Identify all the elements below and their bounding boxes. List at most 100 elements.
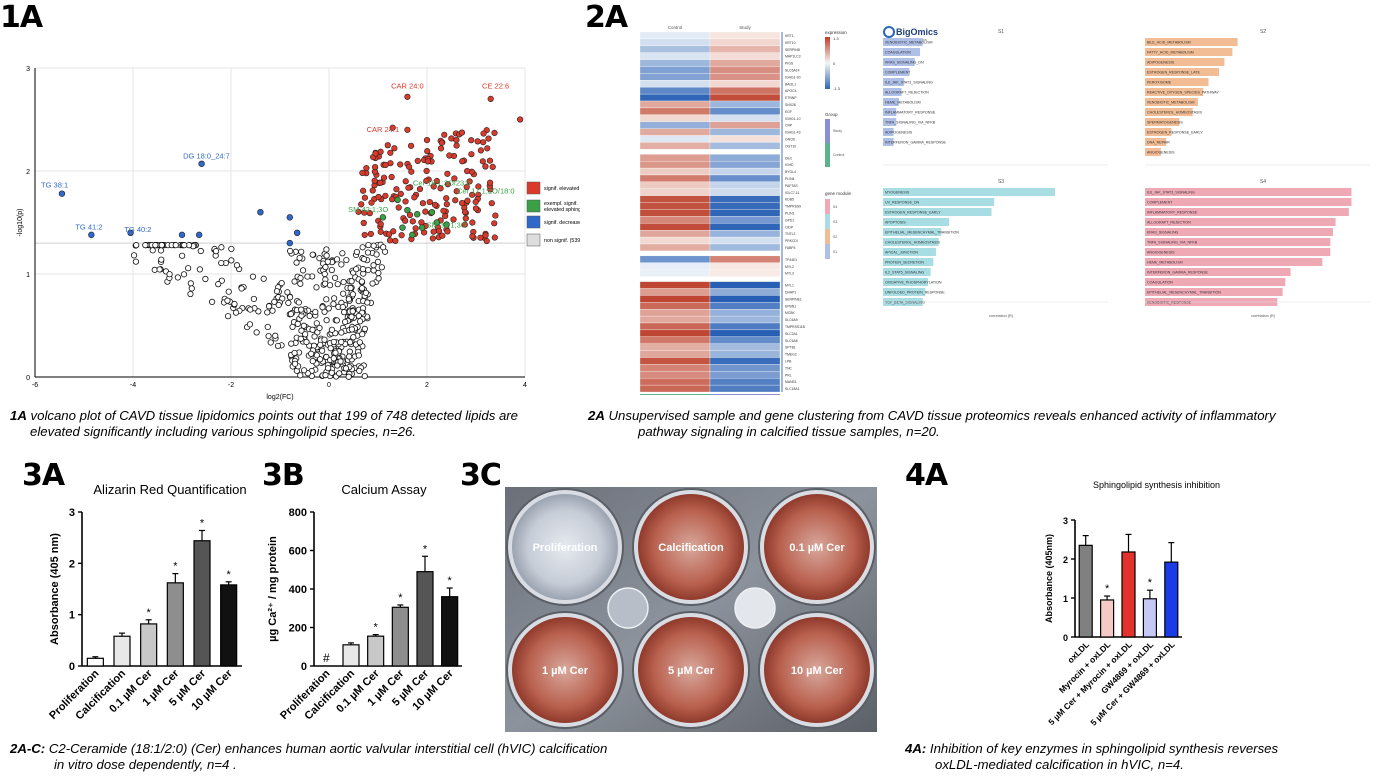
gene-label: KDB5	[785, 198, 794, 202]
elevated-point	[355, 208, 362, 215]
gene-label: PIGS	[785, 62, 794, 66]
elevated-point	[402, 198, 409, 205]
significance-mark: *	[1105, 583, 1110, 595]
nonsignif-point	[365, 241, 372, 249]
heatmap-cell	[709, 322, 781, 331]
elevated-point	[402, 217, 409, 224]
y-tick-label: 3	[1063, 516, 1068, 526]
elevated-point	[377, 228, 384, 235]
nonsignif-point	[349, 291, 357, 298]
heatmap-cell	[639, 309, 711, 317]
enrichment-term: ADIPOGENESIS	[885, 131, 913, 135]
heatmap-cell	[639, 384, 711, 393]
panel-label-4a: 4A	[905, 458, 948, 493]
nonsignif-point	[323, 296, 330, 303]
heatmap-cell	[639, 181, 711, 189]
nonsignif-point	[238, 285, 245, 292]
enrichment-term: DNA_REPAIR	[1147, 141, 1170, 145]
elevated-point	[491, 220, 498, 227]
significance-mark: *	[374, 622, 379, 634]
gene-label: GNOS	[785, 138, 796, 142]
heatmap-cell	[709, 343, 781, 351]
nonsignif-point	[274, 342, 282, 350]
gene-label: TNC	[785, 366, 793, 370]
heatmap-cell	[639, 167, 711, 176]
sphingolipid-point	[399, 224, 406, 231]
heatmap-cell	[639, 288, 711, 296]
heatmap-cell	[639, 45, 711, 53]
nonsignif-point	[264, 323, 271, 331]
nonsignif-point	[346, 353, 353, 360]
elevated-point	[431, 201, 439, 208]
heatmap-cell	[709, 350, 781, 358]
caption-2a: 2A Unsupervised sample and gene clusteri…	[588, 408, 1276, 439]
heatmap-cell	[709, 371, 781, 379]
nonsignif-point	[328, 326, 336, 333]
nonsignif-point	[265, 332, 272, 340]
gene-label: CRP	[785, 124, 793, 128]
heatmap-cell	[709, 114, 781, 122]
nonsignif-point	[348, 278, 355, 285]
nonsignif-point	[340, 278, 347, 286]
heatmap-cell	[709, 243, 781, 252]
empty-well	[734, 587, 776, 629]
gene-label: OGT10	[785, 144, 796, 148]
nonsignif-point	[295, 299, 302, 306]
nonsignif-point	[356, 367, 363, 375]
nonsignif-point	[370, 267, 377, 274]
legend-label: S1	[833, 250, 837, 254]
enrichment-term: TGF_BETA_SIGNALING	[885, 301, 925, 305]
enrichment-bar	[1145, 218, 1336, 226]
module-legend	[825, 199, 830, 214]
heatmap-cell	[709, 216, 781, 224]
heatmap-cell	[639, 100, 711, 109]
heatmap-cell	[639, 262, 711, 270]
legend-swatch	[526, 181, 541, 195]
gene-label: KRT10	[785, 41, 796, 45]
gene-label: IGHG1-30	[785, 75, 801, 79]
heatmap-cell	[639, 87, 711, 95]
nonsignif-point	[302, 331, 309, 338]
nonsignif-point	[325, 365, 332, 372]
panel-label-2a: 2A	[585, 0, 628, 35]
well-label: Calcification	[658, 542, 724, 554]
nonsignif-point	[347, 284, 354, 292]
nonsignif-point	[334, 362, 341, 369]
enrichment-bar	[1145, 98, 1198, 106]
x-axis-label: log2(FC)	[266, 394, 293, 401]
nonsignif-point	[298, 306, 305, 313]
gene-label: SERPINE1	[785, 297, 802, 301]
heatmap-cell	[639, 174, 711, 183]
enrichment-term: FATTY_ACID_METABOLISM	[1147, 51, 1194, 55]
heatmap-cell	[709, 38, 781, 46]
gene-label: SLC2A1	[785, 332, 798, 336]
heatmap-cell	[709, 73, 781, 81]
nonsignif-point	[323, 246, 330, 253]
enrichment-term: IL2_STAT5_SIGNALING	[885, 271, 924, 275]
nonsignif-point	[286, 247, 294, 255]
enrichment-bar	[883, 238, 939, 246]
elevated-point	[386, 237, 394, 244]
nonsignif-point	[289, 323, 296, 331]
elevated-point	[482, 163, 489, 170]
enrichment-panels: BigOmicsanalyticsS1XENOBIOTIC_METABOLISM…	[883, 26, 1370, 318]
gene-label: LPB	[785, 360, 792, 364]
nonsignif-point	[378, 264, 385, 271]
nonsignif-point	[250, 295, 258, 303]
y-tick-label: 3	[69, 507, 75, 519]
bigomics-logo-icon	[883, 26, 895, 38]
heatmap-cell	[639, 243, 711, 252]
y-axis-label: Absorbance (405 nm)	[49, 533, 61, 645]
elevated-point	[368, 199, 375, 206]
nonsignif-point	[157, 247, 165, 254]
elevated-point	[404, 93, 411, 100]
elevated-point	[484, 145, 491, 152]
nonsignif-point	[156, 266, 163, 273]
heatmap-cell	[639, 128, 711, 136]
enrichment-bar	[1145, 258, 1323, 266]
nonsignif-point	[369, 280, 376, 287]
heatmap-cell	[709, 135, 781, 143]
y-tick-label: 1	[26, 272, 30, 279]
decreased-point	[58, 190, 66, 197]
point-annotation: CAR 24:1	[367, 125, 400, 134]
